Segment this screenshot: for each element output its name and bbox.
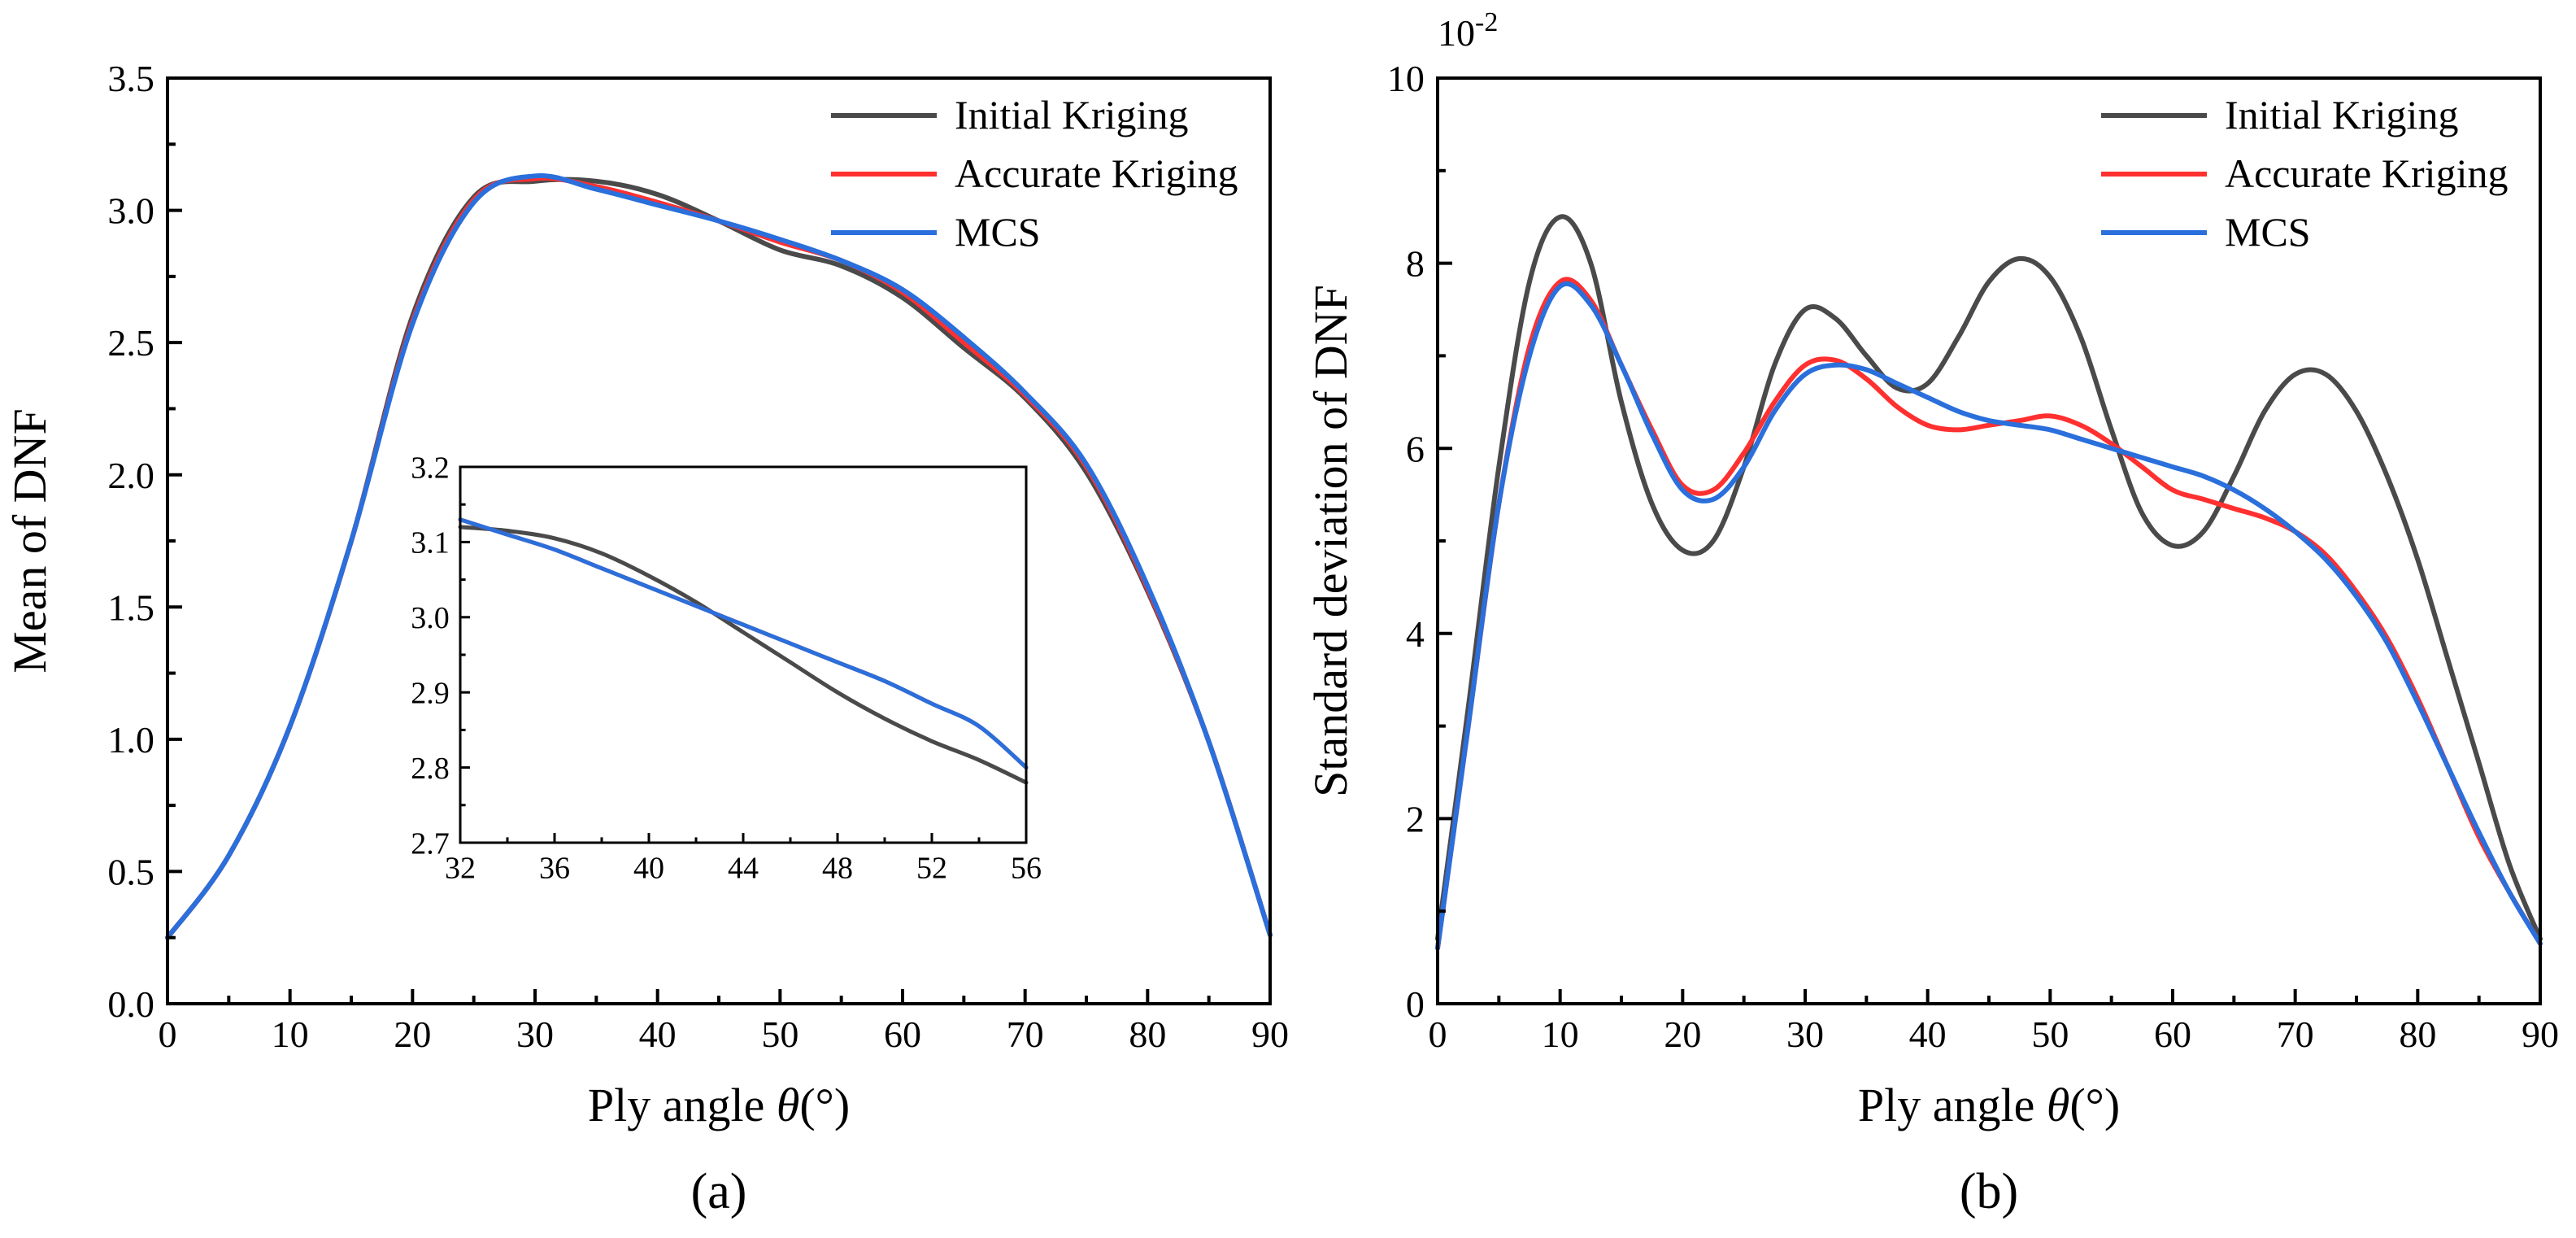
chart-b-x-axis-label-suffix: (°)	[2069, 1079, 2120, 1131]
chart-a-x-axis-label-symbol: θ	[777, 1079, 800, 1131]
chart-a-inset-x-tick-label: 40	[633, 852, 664, 886]
chart-b-x-axis-label-symbol: θ	[2047, 1079, 2070, 1131]
chart-a-inset-x-tick-label: 44	[728, 852, 759, 886]
chart-b-y-tick-label: 4	[1406, 613, 1425, 655]
chart-b-x-tick-label: 30	[1786, 1014, 1824, 1055]
chart-b-x-tick-label: 90	[2522, 1014, 2559, 1055]
chart-a-inset-y-tick-label: 3.0	[411, 601, 450, 635]
chart-a-inset-series-initial-line	[458, 525, 1029, 785]
chart-a-y-axis-label: Mean of DNF	[3, 408, 56, 673]
chart-a-x-tick-label: 90	[1251, 1014, 1289, 1055]
chart-b-series-initial-line	[1435, 214, 2543, 942]
chart-a-x-axis-label-prefix: Ply angle	[588, 1079, 777, 1131]
chart-b-scale-exponent: -2	[1475, 7, 1498, 37]
chart-a-x-tick-label: 40	[639, 1014, 677, 1055]
chart-a-y-tick-label: 1.0	[107, 719, 154, 761]
chart-b-x-tick-label: 20	[1664, 1014, 1701, 1055]
chart-a-caption: (a)	[691, 1164, 747, 1219]
chart-a-inset-x-tick-label: 52	[916, 852, 947, 886]
chart-b-y-tick-label: 10	[1387, 58, 1425, 99]
chart-a-x-axis-label: Ply angle θ(°)	[588, 1079, 850, 1131]
chart-a-y-tick-label: 1.5	[107, 586, 154, 628]
chart-a-series-mcs-line	[165, 172, 1273, 940]
chart-a-legend-label-initial: Initial Kriging	[955, 92, 1188, 137]
chart-a-inset-y-tick-label: 2.8	[411, 752, 450, 786]
chart-a-x-tick-label: 0	[159, 1014, 177, 1055]
chart-a-inset-y-tick-label: 3.2	[411, 451, 450, 485]
chart-b-y-tick-label: 0	[1406, 983, 1425, 1025]
chart-b-panel: 0 10 20 30 40 50 60 70 80 90 0 2 4 6 8 10 Ply angle θ(°)…	[1304, 7, 2559, 1219]
chart-a-inset-y-tick-label: 2.7	[411, 826, 450, 861]
chart-a-x-tick-label: 10	[272, 1014, 309, 1055]
chart-b-x-tick-label: 10	[1542, 1014, 1579, 1055]
chart-a-x-axis-label-suffix: (°)	[799, 1079, 850, 1131]
chart-a-panel: 0 10 20 30 40 50 60 70 80 90 0.0 0.5 1.0 1.5 2.0 2.5 3.0…	[3, 58, 1289, 1219]
chart-b-legend-label-accurate: Accurate Kriging	[2225, 150, 2508, 196]
chart-a-y-tick-label: 2.0	[107, 455, 154, 496]
chart-b-plot-frame	[1436, 76, 2542, 1005]
chart-a-inset-x-tick-label: 56	[1011, 852, 1042, 886]
chart-b-x-axis-label: Ply angle θ(°)	[1858, 1079, 2120, 1131]
chart-a-x-tick-label: 70	[1007, 1014, 1044, 1055]
chart-a-inset-x-tick-label: 36	[539, 852, 570, 886]
chart-a-y-tick-label: 0.5	[107, 852, 154, 893]
chart-b-series-mcs-line	[1435, 281, 2543, 951]
chart-a-y-tick-label: 0.0	[107, 983, 154, 1025]
chart-b-legend-label-initial: Initial Kriging	[2225, 92, 2458, 137]
chart-a-legend-label-accurate: Accurate Kriging	[955, 150, 1238, 196]
chart-a-x-tick-label: 60	[884, 1014, 921, 1055]
chart-a-y-tick-label: 3.0	[107, 190, 154, 232]
chart-a-x-tick-label: 50	[761, 1014, 798, 1055]
chart-a-x-tick-label: 80	[1129, 1014, 1166, 1055]
chart-b-x-tick-label: 50	[2031, 1014, 2069, 1055]
chart-b-scale-base: 10	[1438, 12, 1475, 54]
chart-a-y-tick-label: 2.5	[107, 322, 154, 364]
chart-a-inset-panel: 32 36 40 44 48 52 56 2.7 2.8 2.9 3.0 3.1 3.2	[411, 451, 1042, 885]
chart-a-inset-y-tick-label: 2.9	[411, 677, 450, 711]
chart-b-y-axis-label: Standard deviation of DNF	[1304, 285, 1357, 797]
chart-b-x-tick-label: 40	[1909, 1014, 1947, 1055]
chart-a-legend-label-mcs: MCS	[955, 209, 1041, 255]
chart-a-inset-y-tick-label: 3.1	[411, 526, 450, 560]
chart-a-x-tick-label: 30	[516, 1014, 554, 1055]
chart-b-legend-label-mcs: MCS	[2225, 209, 2311, 255]
chart-b-x-tick-label: 0	[1429, 1014, 1447, 1055]
chart-b-x-tick-label: 70	[2277, 1014, 2314, 1055]
chart-b-y-tick-label: 2	[1406, 799, 1425, 840]
chart-b-caption: (b)	[1960, 1164, 2018, 1219]
chart-b-scale-label: 10-2	[1438, 7, 1498, 54]
chart-a-y-tick-label: 3.5	[107, 58, 154, 99]
chart-a-x-tick-label: 20	[394, 1014, 431, 1055]
chart-b-x-axis-label-prefix: Ply angle	[1858, 1079, 2047, 1131]
chart-b-y-tick-label: 8	[1406, 243, 1425, 285]
chart-a-inset-x-tick-label: 48	[822, 852, 853, 886]
chart-a-inset-series-mcs-line	[458, 517, 1029, 770]
chart-a-inset-background	[460, 467, 1026, 843]
chart-b-series-accurate-line	[1435, 277, 2543, 951]
chart-a-inset-x-tick-label: 32	[445, 852, 476, 886]
chart-b-x-tick-label: 60	[2154, 1014, 2191, 1055]
chart-b-x-tick-label: 80	[2399, 1014, 2436, 1055]
chart-b-y-tick-label: 6	[1406, 428, 1425, 469]
